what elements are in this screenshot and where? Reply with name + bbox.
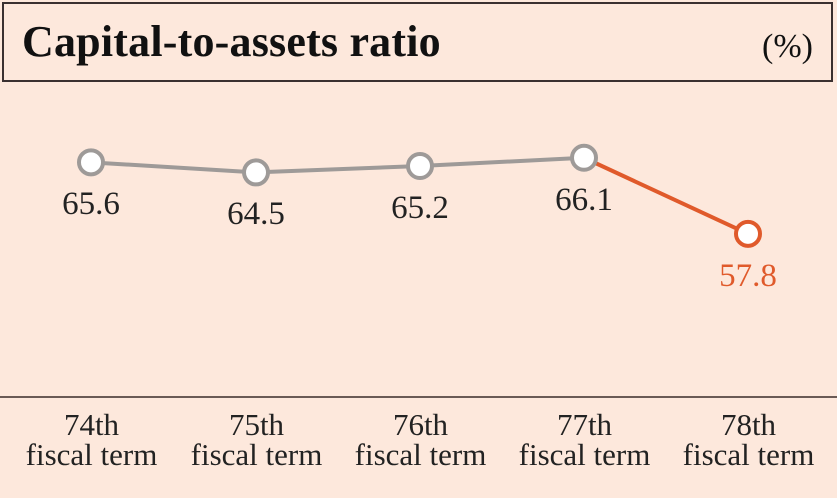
x-tick-label-line: fiscal term (682, 437, 815, 472)
line-segment (90, 160, 257, 175)
x-tick-label-line: 77th (556, 407, 613, 442)
x-tick-label: 74th fiscal term (9, 407, 174, 472)
x-tick-label: 75th fiscal term (174, 407, 339, 472)
x-tick-label-line: 78th (720, 407, 777, 442)
data-value-label: 64.5 (227, 196, 285, 233)
x-tick-label: 77th fiscal term (502, 407, 667, 472)
line-segment (255, 164, 421, 175)
x-tick-label-line: fiscal term (25, 437, 158, 472)
unit-label: (%) (762, 28, 813, 65)
x-axis-line (0, 396, 837, 398)
x-tick-label-line: 76th (392, 407, 449, 442)
data-value-label: 65.2 (391, 190, 449, 226)
data-point-marker (406, 152, 434, 180)
data-point-marker (77, 148, 105, 177)
data-value-label: 66.1 (555, 181, 613, 218)
x-tick-label-line: fiscal term (354, 437, 487, 472)
title-box: Capital-to-assets ratio (%) (2, 2, 833, 82)
x-tick-label: 76th fiscal term (338, 407, 503, 472)
data-value-label: 57.8 (719, 257, 777, 294)
x-tick-label-line: 74th (63, 407, 120, 442)
data-point-marker (242, 158, 270, 187)
data-point-marker (570, 143, 598, 172)
chart-title: Capital-to-assets ratio (22, 17, 441, 66)
x-tick-label: 78th fiscal term (666, 407, 831, 472)
data-point-marker (734, 219, 762, 248)
x-tick-label-line: fiscal term (190, 437, 323, 472)
line-segment-highlight (583, 155, 749, 236)
line-segment (419, 155, 585, 168)
x-tick-label-line: fiscal term (518, 437, 651, 472)
x-tick-label-line: 75th (228, 407, 285, 442)
data-value-label: 65.6 (62, 186, 120, 223)
